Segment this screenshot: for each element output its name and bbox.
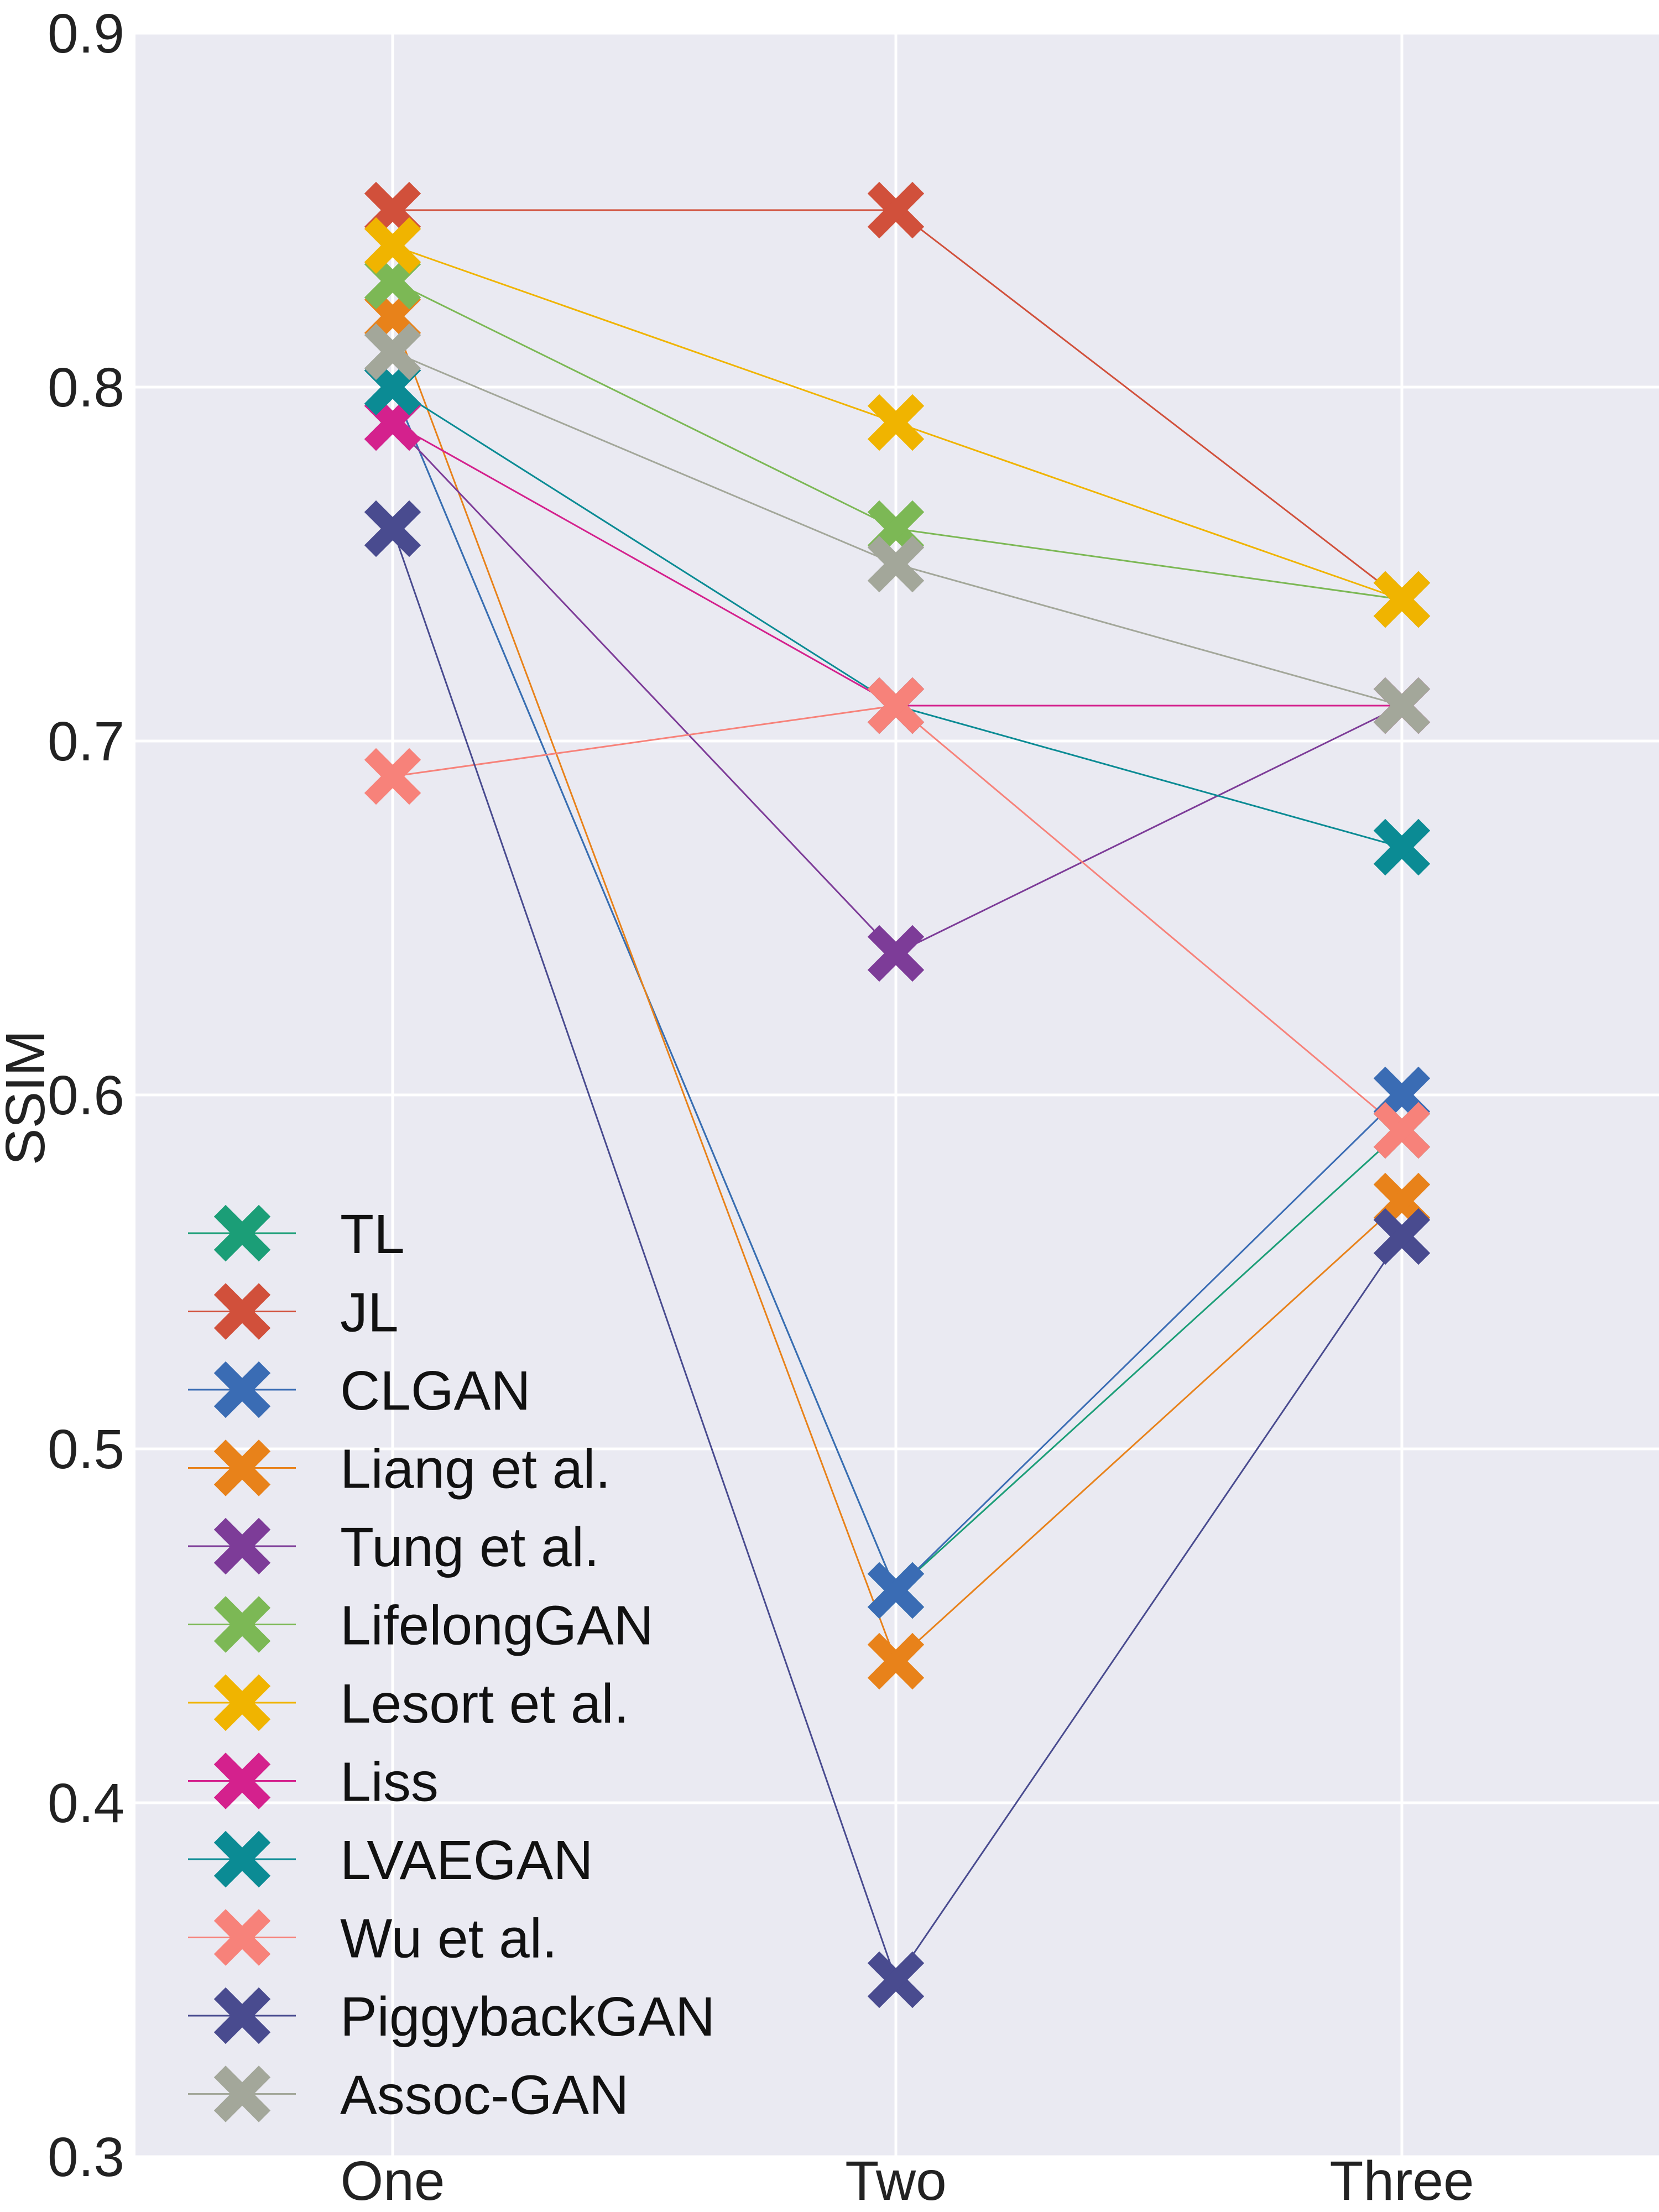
x-tick-label: Three (1329, 2150, 1474, 2212)
series-6-point-1 (867, 394, 925, 451)
legend-entry: JL (188, 1282, 399, 1344)
legend-label: Liss (340, 1751, 439, 1813)
series-9-point-1 (867, 677, 925, 734)
y-axis-title: SSIM (0, 1030, 56, 1165)
series-1-point-0 (364, 181, 421, 239)
series-6-point-0 (364, 217, 421, 274)
series-4-point-1 (867, 925, 925, 982)
series-8-point-2 (1373, 818, 1431, 876)
legend-marker (213, 1752, 271, 1809)
legend-label: LVAEGAN (340, 1829, 593, 1891)
x-tick-label: One (340, 2150, 445, 2212)
series-10-point-0 (364, 500, 421, 557)
legend-label: Liang et al. (340, 1438, 611, 1500)
legend-entry: Lesort et al. (188, 1673, 629, 1735)
x-tick-labels: One Two Three (340, 2150, 1474, 2212)
legend-entry: Liss (188, 1751, 439, 1813)
series-6-point-2 (1373, 571, 1431, 628)
legend-marker (213, 1596, 271, 1653)
y-tick-label: 0.4 (48, 1772, 124, 1834)
legend-entry: LVAEGAN (188, 1829, 593, 1891)
y-tick-label: 0.5 (48, 1418, 124, 1480)
data-series (364, 181, 1431, 2008)
legend-entry: TL (188, 1203, 405, 1265)
series-10-point-1 (867, 1951, 925, 2008)
legend-marker (213, 1909, 271, 1966)
x-tick-label: Two (845, 2150, 946, 2212)
series-2-point-2 (1373, 1066, 1431, 1124)
legend-label: Assoc-GAN (340, 2064, 629, 2126)
legend-label: JL (340, 1282, 399, 1344)
legend-entry: PiggybackGAN (188, 1986, 715, 2048)
legend-entry: LifelongGAN (188, 1595, 654, 1657)
legend-label: TL (340, 1203, 405, 1265)
legend-marker (213, 1517, 271, 1575)
legend-label: Wu et al. (340, 1908, 557, 1970)
legend-label: Lesort et al. (340, 1673, 629, 1735)
y-tick-label: 0.8 (48, 357, 124, 419)
series-3-point-0 (364, 288, 421, 345)
series-9-point-2 (1373, 1102, 1431, 1159)
y-tick-label: 0.7 (48, 711, 124, 773)
series-2-point-1 (867, 1562, 925, 1619)
series-11-point-2 (1373, 677, 1431, 734)
series-5-point-1 (867, 500, 925, 557)
legend-marker (213, 2065, 271, 2122)
series-10-point-2 (1373, 1208, 1431, 1265)
legend-marker (213, 1204, 271, 1262)
legend-marker (213, 1987, 271, 2044)
y-tick-label: 0.3 (48, 2126, 124, 2188)
series-8-point-0 (364, 358, 421, 416)
series-1-point-1 (867, 181, 925, 239)
legend-label: PiggybackGAN (340, 1986, 715, 2048)
legend-entry: Assoc-GAN (188, 2064, 629, 2126)
legend-entry: CLGAN (188, 1360, 531, 1422)
series-11-point-0 (364, 323, 421, 380)
legend-marker (213, 1439, 271, 1496)
legend-label: LifelongGAN (340, 1595, 654, 1657)
legend: TL JL CLGAN Liang et al. Tung et al. Lifelong… (188, 1203, 715, 2126)
series-3-point-2 (1373, 1172, 1431, 1230)
legend-marker (213, 1361, 271, 1418)
legend-entry: Liang et al. (188, 1438, 611, 1500)
series-11-point-1 (867, 535, 925, 593)
legend-marker (213, 1830, 271, 1888)
legend-marker (213, 1283, 271, 1340)
series-5-point-0 (364, 252, 421, 310)
legend-label: Tung et al. (340, 1516, 599, 1578)
legend-marker (213, 1674, 271, 1731)
legend-entry: Wu et al. (188, 1908, 557, 1970)
y-tick-labels: 0.3 0.4 0.5 0.6 0.7 0.8 0.9 (48, 3, 124, 2188)
series-9-point-0 (364, 748, 421, 805)
legend-label: CLGAN (340, 1360, 531, 1422)
y-tick-label: 0.9 (48, 3, 124, 65)
series-7-point-0 (364, 394, 421, 451)
y-tick-label: 0.6 (48, 1065, 124, 1126)
series-3-point-1 (867, 1632, 925, 1690)
legend-entry: Tung et al. (188, 1516, 599, 1578)
